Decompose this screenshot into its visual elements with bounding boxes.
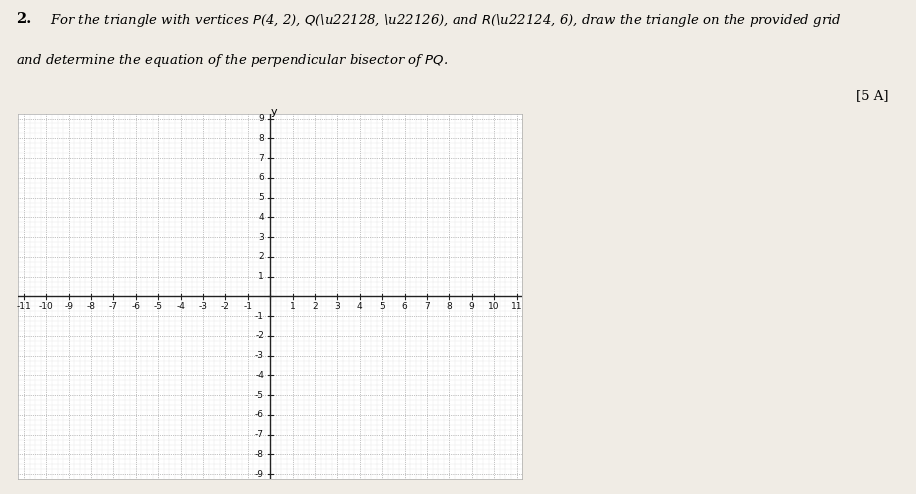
Text: [5 A]: [5 A] [856,89,889,102]
Text: 8: 8 [446,302,453,311]
Text: -10: -10 [39,302,54,311]
Text: 1: 1 [289,302,296,311]
Text: -5: -5 [255,391,264,400]
Text: 11: 11 [511,302,522,311]
Text: -6: -6 [131,302,140,311]
Text: 1: 1 [258,272,264,281]
Text: -2: -2 [221,302,230,311]
Text: -8: -8 [87,302,95,311]
Text: 4: 4 [258,213,264,222]
Text: -1: -1 [255,312,264,321]
Text: 8: 8 [258,134,264,143]
Text: 6: 6 [258,173,264,182]
Text: -3: -3 [199,302,208,311]
Text: For the triangle with vertices $P$(4, 2), $Q$(\u22128, \u22126), and $R$(\u22124: For the triangle with vertices $P$(4, 2)… [50,12,842,29]
Text: -4: -4 [176,302,185,311]
Text: 9: 9 [469,302,474,311]
Text: 5: 5 [379,302,385,311]
Text: -7: -7 [109,302,118,311]
Text: 10: 10 [488,302,500,311]
Text: -9: -9 [255,470,264,479]
Text: 7: 7 [424,302,430,311]
Text: and determine the equation of the perpendicular bisector of $PQ$.: and determine the equation of the perpen… [16,52,449,69]
Text: -11: -11 [16,302,31,311]
Text: -1: -1 [244,302,252,311]
Text: -5: -5 [154,302,163,311]
Text: 4: 4 [357,302,363,311]
Text: -3: -3 [255,351,264,360]
Text: -9: -9 [64,302,73,311]
Text: 5: 5 [258,193,264,202]
Text: 3: 3 [334,302,340,311]
Text: 9: 9 [258,114,264,123]
Text: 3: 3 [258,233,264,242]
Text: -6: -6 [255,411,264,419]
Text: -7: -7 [255,430,264,439]
Text: 2.: 2. [16,12,32,26]
Text: 7: 7 [258,154,264,163]
Text: -4: -4 [255,371,264,380]
Text: 6: 6 [402,302,408,311]
Text: 2: 2 [258,252,264,261]
Text: -2: -2 [255,331,264,340]
Text: 2: 2 [312,302,318,311]
Text: y: y [271,107,278,117]
Text: -8: -8 [255,450,264,459]
